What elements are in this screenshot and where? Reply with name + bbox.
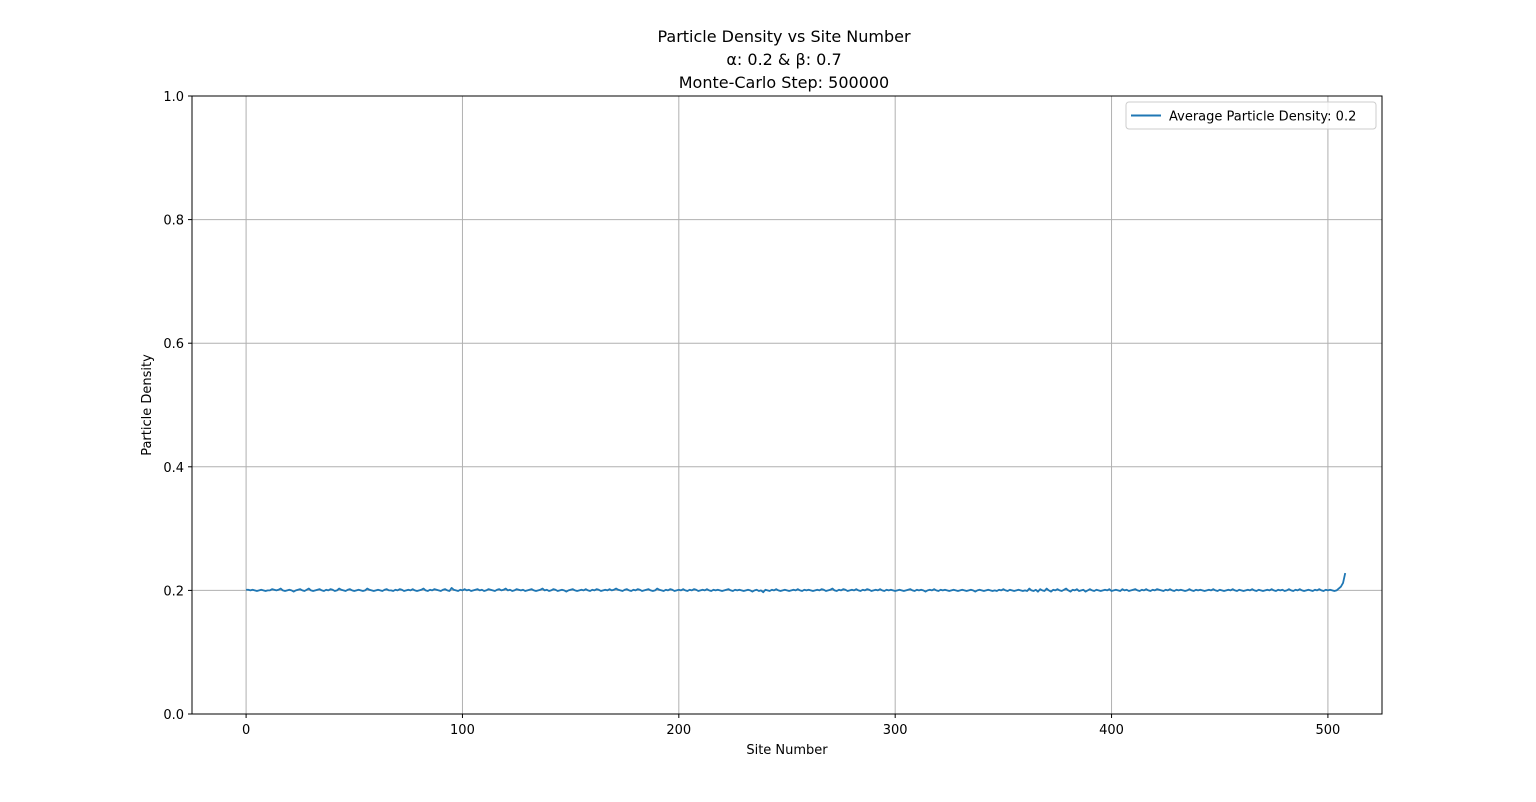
series-layer — [246, 572, 1347, 594]
chart-title-line-3: Monte-Carlo Step: 500000 — [679, 73, 889, 92]
legend-label: Average Particle Density: 0.2 — [1169, 110, 1356, 125]
y-tick-label-0: 0.0 — [163, 708, 184, 723]
y-tick-label-4: 0.8 — [163, 214, 184, 229]
y-tick-label-2: 0.4 — [163, 461, 184, 476]
x-tick-label-4: 400 — [1099, 723, 1124, 738]
series-line-0 — [246, 572, 1347, 594]
x-tick-label-3: 300 — [883, 723, 908, 738]
y-axis-label: Particle Density — [140, 354, 155, 456]
x-axis-label: Site Number — [746, 743, 828, 758]
chart-title-line-2: α: 0.2 & β: 0.7 — [726, 50, 841, 69]
axis-ticks: 0 100 200 300 400 500 0.0 0.2 0.4 0.6 0.8 1.0 — [163, 90, 1340, 738]
y-tick-label-5: 1.0 — [163, 90, 184, 105]
legend: Average Particle Density: 0.2 — [1125, 101, 1377, 130]
x-tick-label-0: 0 — [242, 723, 250, 738]
y-tick-label-1: 0.2 — [163, 584, 184, 599]
y-tick-label-3: 0.6 — [163, 337, 184, 352]
chart-title-line-1: Particle Density vs Site Number — [657, 27, 911, 46]
x-tick-label-2: 200 — [666, 723, 691, 738]
x-tick-label-1: 100 — [450, 723, 475, 738]
legend-box — [1125, 101, 1377, 130]
x-tick-label-5: 500 — [1315, 723, 1340, 738]
plot-frame — [191, 95, 1383, 715]
